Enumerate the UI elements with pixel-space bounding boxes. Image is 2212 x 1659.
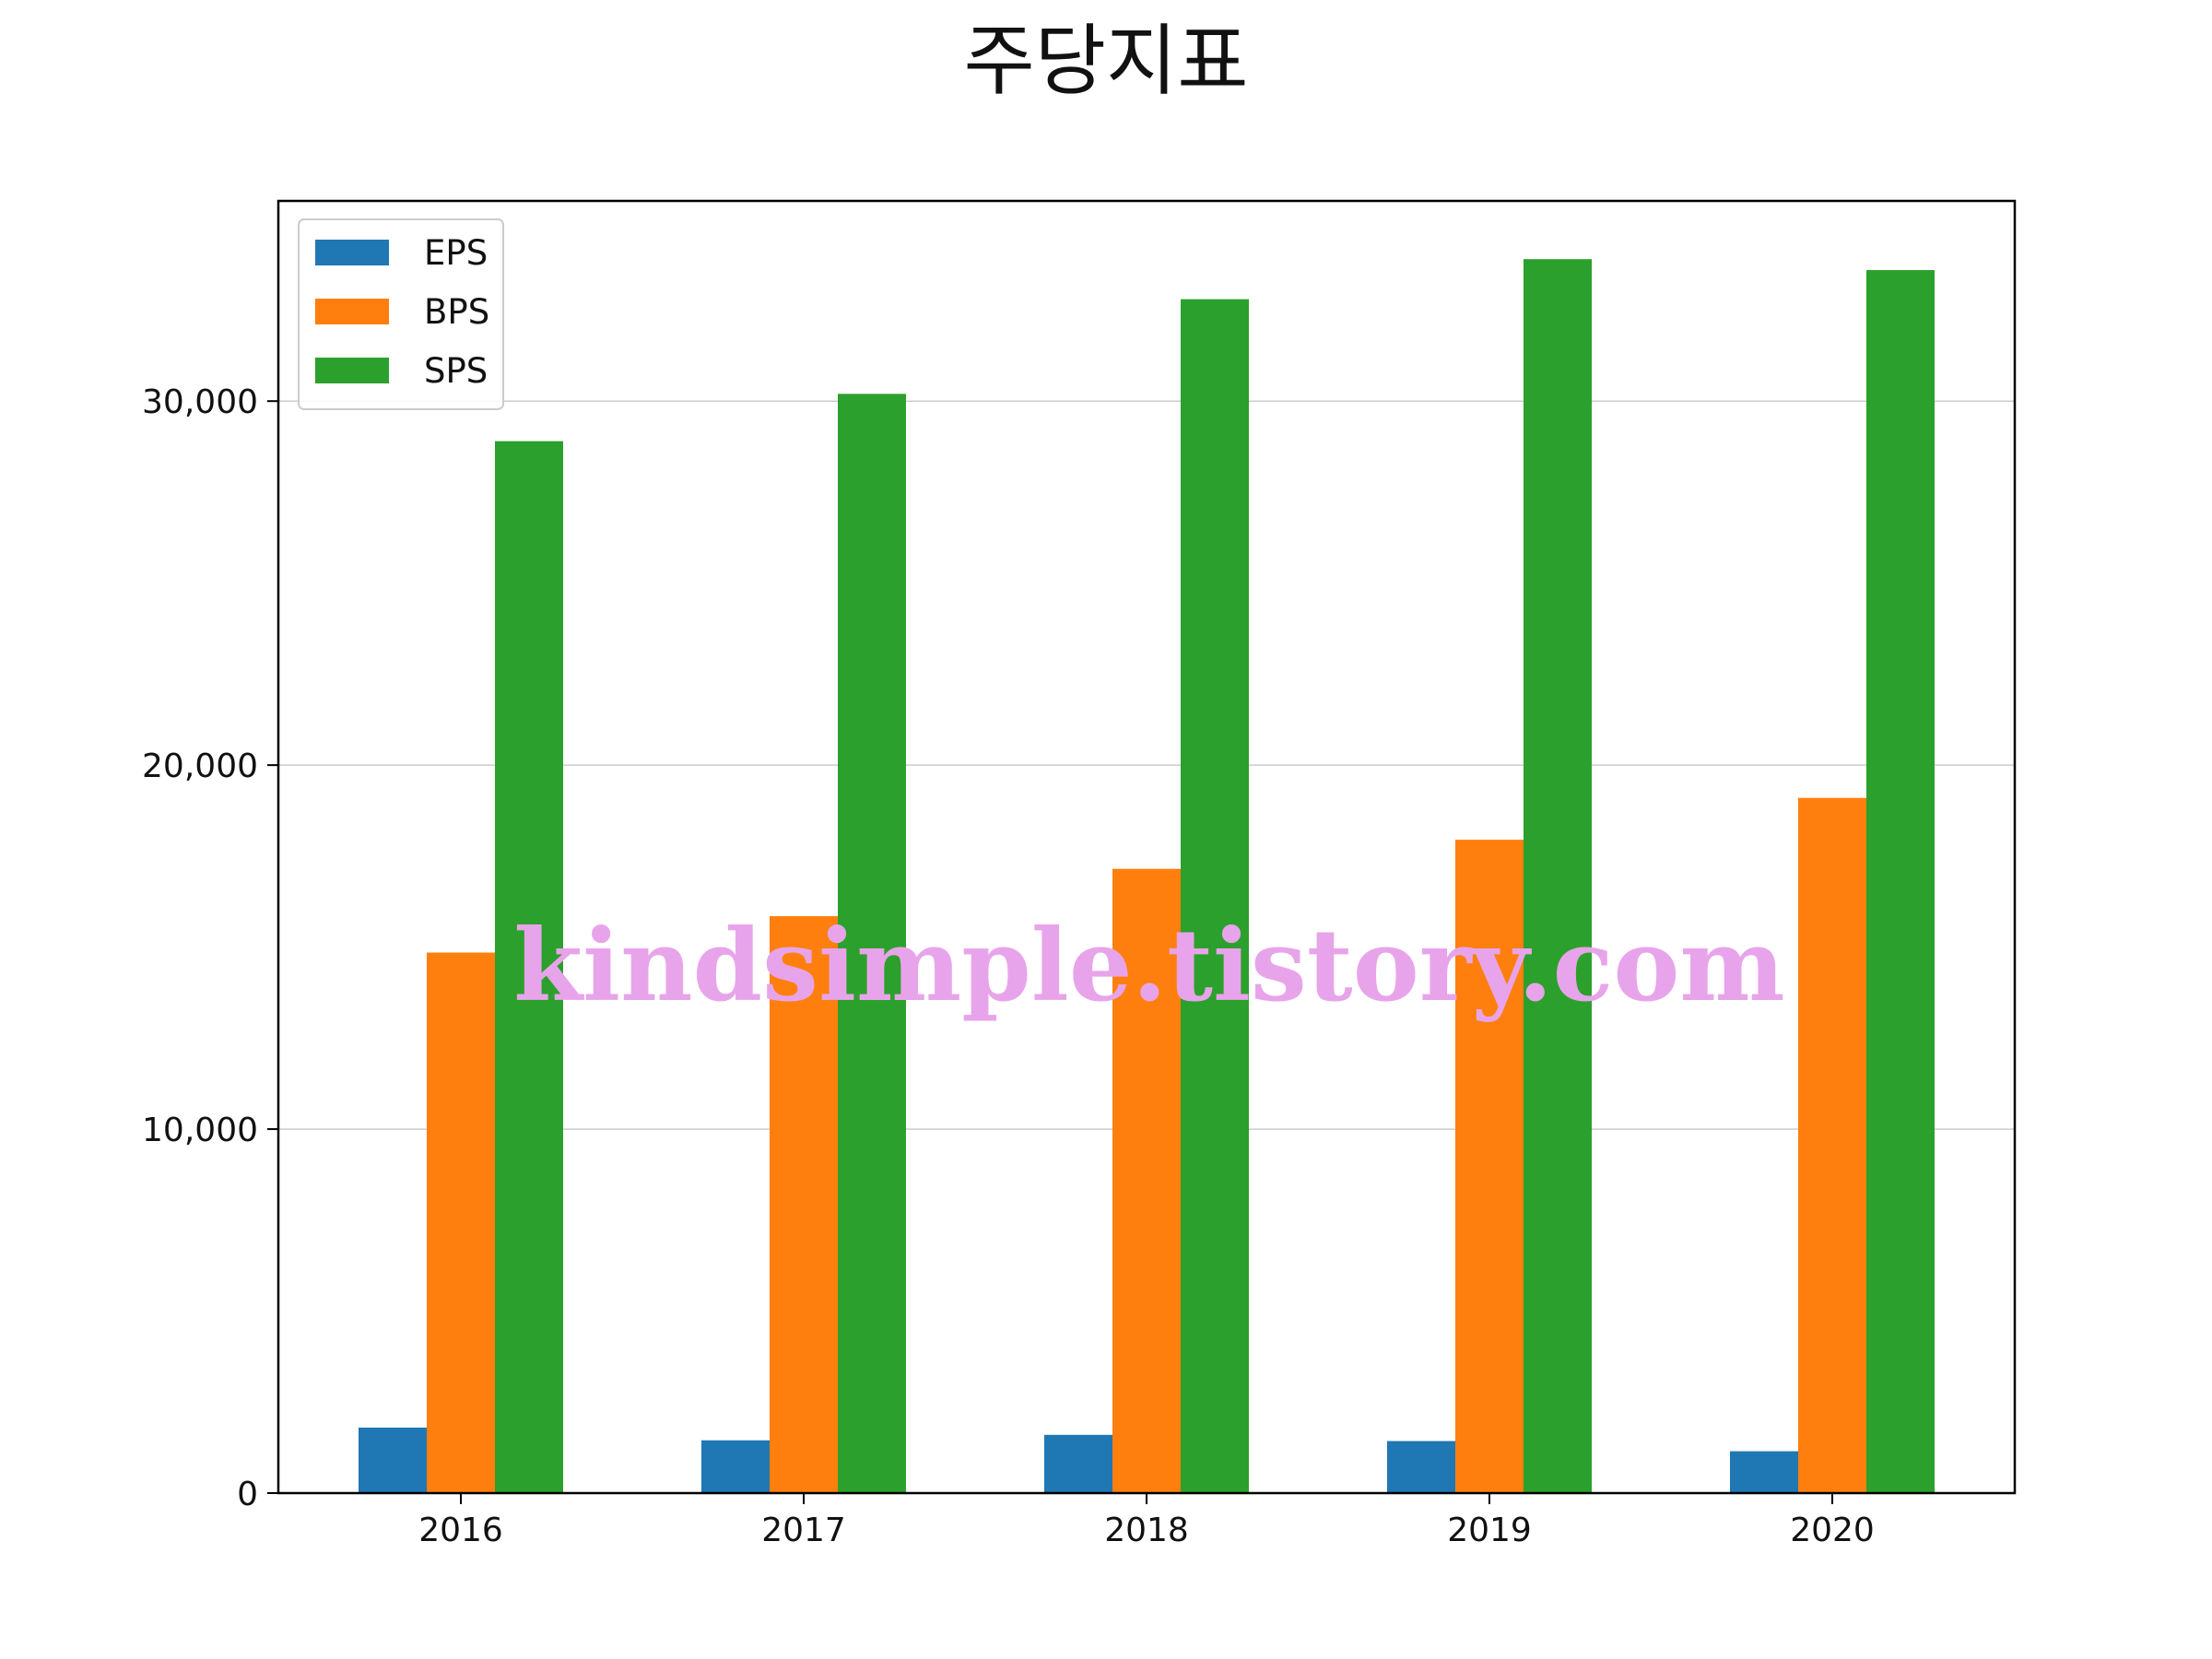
bar-sps-2016 [495,441,563,1493]
x-axis: 2016 2017 2018 2019 2020 [418,1493,1875,1549]
bar-bps-2018 [1112,868,1181,1493]
bar-bps-2017 [770,916,838,1493]
bar-sps-2017 [838,394,906,1493]
bar-bps-2020 [1798,797,1866,1493]
bars [359,259,1935,1493]
bar-eps-2018 [1044,1434,1112,1493]
x-tick-label: 2020 [1790,1512,1875,1549]
x-tick-label: 2019 [1447,1512,1532,1549]
bar-eps-2019 [1387,1441,1455,1493]
legend-swatch-sps [315,358,389,383]
y-tick-label: 0 [237,1476,258,1513]
legend-label-bps: BPS [424,292,489,332]
x-tick-label: 2018 [1104,1512,1189,1549]
watermark: kindsimple.tistory.com [513,908,1784,1024]
bar-sps-2018 [1181,299,1249,1493]
bar-sps-2020 [1866,270,1935,1493]
y-tick-label: 20,000 [142,747,258,785]
y-tick-label: 10,000 [142,1112,258,1149]
bar-eps-2020 [1730,1451,1798,1493]
bar-eps-2017 [701,1440,770,1493]
legend-label-eps: EPS [424,233,488,273]
bar-bps-2016 [427,952,495,1493]
legend-label-sps: SPS [424,351,488,391]
bar-bps-2019 [1455,840,1524,1493]
legend-swatch-bps [315,299,389,324]
x-tick-label: 2016 [418,1512,503,1549]
chart-title: 주당지표 [963,16,1248,106]
legend: EPS BPS SPS [298,218,504,410]
y-tick-label: 30,000 [142,383,258,421]
y-axis: 0 10,000 20,000 30,000 [142,383,278,1513]
bar-sps-2019 [1524,259,1592,1493]
bar-eps-2016 [359,1427,427,1493]
legend-swatch-eps [315,240,389,265]
x-tick-label: 2017 [761,1512,846,1549]
